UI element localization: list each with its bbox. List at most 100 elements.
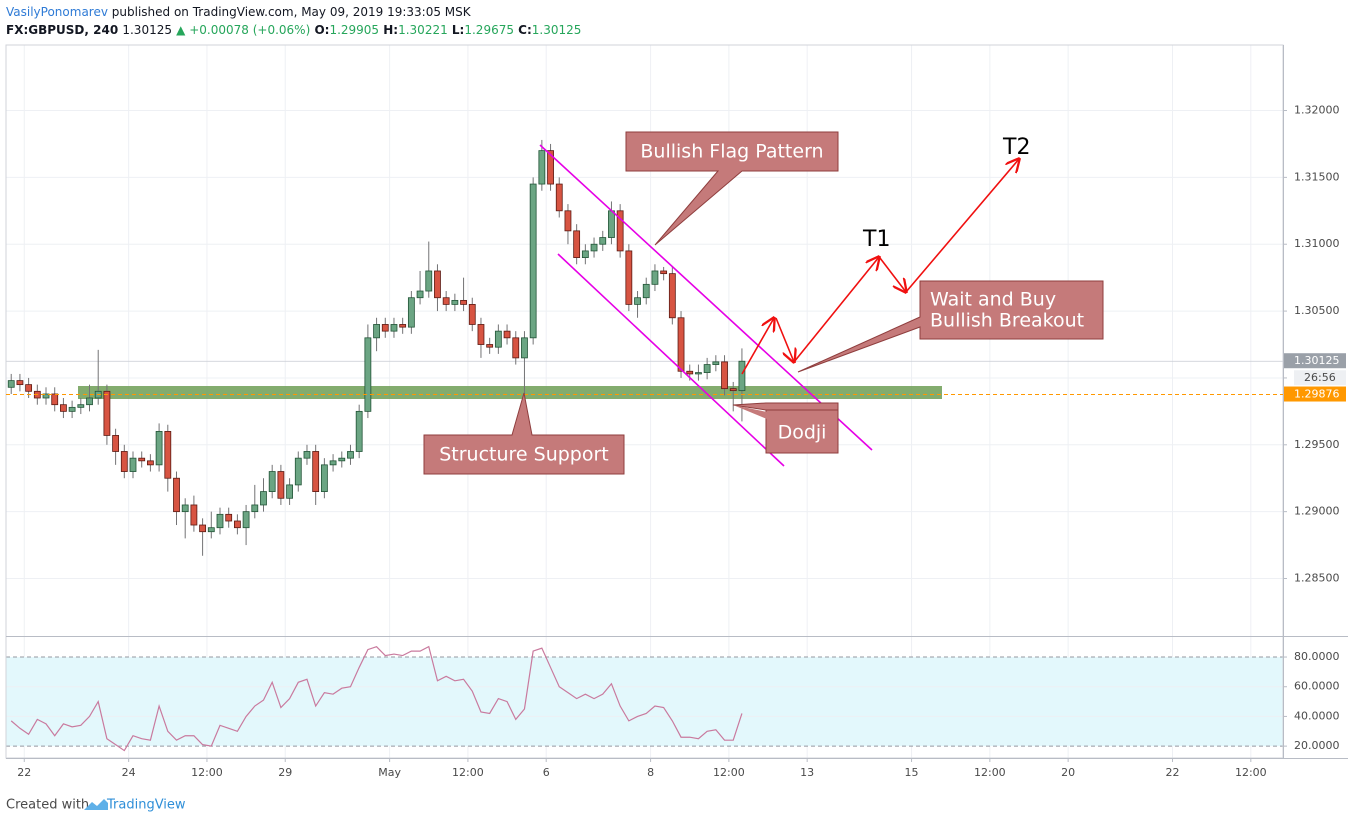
h-label: H: (383, 23, 398, 37)
x-tick-label: 12:00 (974, 766, 1006, 779)
candle-body (442, 297, 450, 305)
support-tag (1284, 386, 1346, 402)
candle-body (164, 431, 172, 479)
candle-body (581, 250, 589, 258)
candle-body (573, 230, 581, 258)
y-tick-label: 80.0000 (1294, 650, 1340, 663)
y-tick-label: 1.28500 (1294, 572, 1340, 585)
candle-body (60, 404, 67, 412)
candle-body (277, 471, 285, 499)
candle-body (434, 270, 441, 299)
candle-body (268, 471, 276, 492)
callout-text: Structure Support (439, 444, 609, 466)
arrow (741, 318, 774, 375)
candle-body (651, 270, 659, 285)
candle-body (294, 457, 302, 486)
x-tick-label: 12:00 (452, 766, 484, 779)
candle-body (312, 451, 320, 492)
candle-body (329, 460, 337, 466)
candle-body (190, 504, 198, 526)
candle-body (364, 337, 372, 412)
channel-upper (539, 144, 873, 451)
candle-body (712, 361, 720, 365)
candle-body (103, 390, 111, 436)
callout-box (625, 131, 839, 246)
footer-text: Created with (6, 798, 89, 813)
candle-body (320, 464, 328, 492)
symbol-line: FX:GBPUSD, 240 1.30125 ▲ +0.00078 (+0.06… (6, 23, 581, 37)
candle-body (729, 388, 737, 392)
x-tick-label: 29 (278, 766, 292, 779)
candle-body (286, 484, 293, 499)
symbol: FX:GBPUSD, 240 (6, 23, 118, 37)
y-tick-label: 40.0000 (1294, 709, 1340, 722)
open: 1.29905 (329, 23, 379, 37)
low: 1.29675 (464, 23, 514, 37)
candle-body (347, 451, 354, 459)
footer-brand[interactable]: TradingView (106, 798, 186, 813)
author: VasilyPonomarev (6, 5, 108, 19)
candle-body (486, 344, 494, 348)
target-label: T1 (862, 227, 890, 252)
candle-body (590, 243, 598, 252)
x-tick-label: 8 (647, 766, 654, 779)
candle-body (451, 299, 459, 305)
candle-body (416, 290, 424, 299)
arrow (775, 317, 794, 362)
x-tick-label: 15 (905, 766, 919, 779)
candle-body (599, 237, 607, 245)
candle-body (207, 527, 215, 533)
candle-body (355, 410, 363, 452)
candle-body (16, 380, 24, 386)
countdown-tag (1294, 370, 1346, 386)
l-label: L: (452, 23, 464, 37)
callout-text: Wait and Buy (930, 289, 1056, 311)
x-tick-label: 6 (543, 766, 550, 779)
arrow (793, 257, 879, 363)
callout-text: Bullish Breakout (930, 310, 1084, 332)
x-tick-label: 20 (1061, 766, 1075, 779)
callout-box (423, 392, 625, 475)
marks (6, 139, 1283, 752)
candle-body (686, 370, 694, 375)
y-tick-label: 20.0000 (1294, 739, 1340, 752)
candle-body (242, 511, 250, 529)
candle-body (494, 330, 502, 348)
candle-body (660, 270, 668, 275)
candle-body (468, 303, 476, 325)
countdown: 26:56 (1304, 371, 1336, 384)
candle-body (521, 337, 528, 359)
rsi-line (10, 645, 743, 752)
candle-body (721, 361, 728, 390)
arrow (905, 159, 1019, 293)
y-tick-label: 60.0000 (1294, 680, 1340, 693)
x-tick-label: 12:00 (1235, 766, 1267, 779)
callout: Dodji (732, 402, 839, 454)
candle-body (695, 372, 702, 375)
last-price-label: 1.30125 (1294, 354, 1340, 367)
drawings: Bullish Flag Pattern Structure Support D… (423, 131, 1104, 475)
candle-body (147, 460, 154, 466)
y-tick-label: 1.30500 (1294, 304, 1340, 317)
candle-body (390, 324, 398, 332)
candle-body (616, 210, 624, 252)
candle-body (738, 360, 746, 392)
support-label: 1.29876 (1294, 388, 1340, 401)
candle-body (251, 504, 259, 513)
candle-body (68, 406, 76, 412)
x-tick-label: May (378, 766, 401, 779)
o-label: O: (314, 23, 329, 37)
candle-body (51, 393, 59, 406)
x-tick-label: 24 (122, 766, 136, 779)
candle-body (564, 210, 572, 232)
path-arrows (741, 159, 1019, 375)
rsi-band (6, 657, 1283, 747)
x-tick-label: 12:00 (713, 766, 745, 779)
candle-body (25, 384, 33, 392)
change: ▲ +0.00078 (+0.06%) (176, 23, 310, 37)
last-price-tag (1284, 353, 1346, 369)
candle-body (677, 317, 685, 372)
close: 1.30125 (532, 23, 582, 37)
